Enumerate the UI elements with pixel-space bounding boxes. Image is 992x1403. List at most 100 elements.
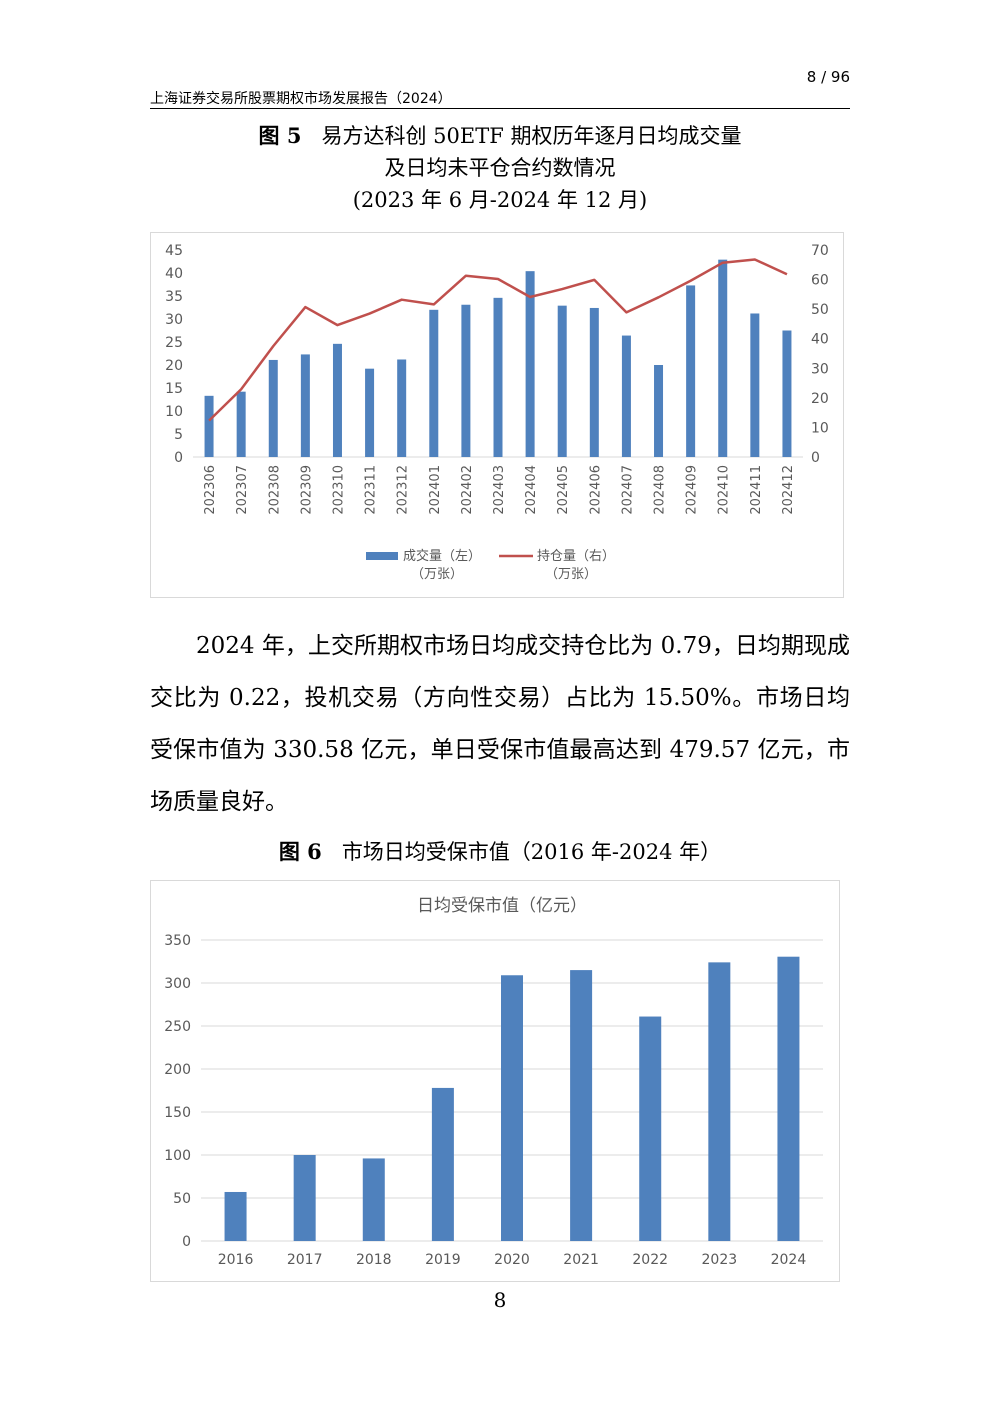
bar: [777, 956, 800, 1241]
figure5-title-line3: (2023 年 6 月-2024 年 12 月): [352, 188, 648, 212]
x-tick-label: 202405: [556, 465, 571, 515]
y-right-tick-label: 20: [811, 391, 829, 407]
legend-bar-label: 成交量（左）: [403, 548, 481, 564]
figure6-label: 图 6: [278, 839, 322, 864]
x-tick-label: 2018: [356, 1252, 392, 1268]
x-tick-label: 2022: [632, 1252, 668, 1268]
x-tick-label: 202411: [749, 465, 764, 515]
x-tick-label: 202402: [460, 465, 475, 515]
bar: [397, 359, 407, 457]
y-left-tick-label: 15: [165, 381, 183, 397]
figure5-chart-svg: 0 5 10 15 20 25 30 35 40 45 0 10 20 30 40 50 60 70 202306 2…: [165, 243, 829, 582]
y-tick-label: 250: [164, 1019, 191, 1035]
x-tick-label: 2024: [771, 1252, 807, 1268]
bar: [268, 359, 278, 457]
bar: [654, 365, 664, 457]
bar: [300, 354, 310, 457]
bar: [365, 368, 375, 457]
figure5-label: 图 5: [258, 123, 302, 148]
x-tick-label: 202403: [492, 465, 507, 515]
x-tick-label: 202409: [685, 465, 700, 515]
y-left-tick-label: 10: [165, 404, 183, 420]
bar: [570, 970, 593, 1241]
body-paragraph-text: 2024 年，上交所期权市场日均成交持仓比为 0.79，日均期现成交比为 0.2…: [150, 633, 850, 815]
y-right-tick-label: 70: [811, 243, 829, 259]
bar: [639, 1016, 662, 1241]
figure5-title-line2: 及日均未平仓合约数情况: [384, 156, 616, 180]
footer-page-number: 8: [493, 1288, 507, 1312]
bar: [362, 1158, 385, 1241]
x-tick-label: 2019: [425, 1252, 461, 1268]
x-tick-label: 2020: [494, 1252, 530, 1268]
chart-title: 日均受保市值（亿元）: [417, 896, 587, 916]
legend-bar-swatch: [366, 552, 398, 560]
bar: [293, 1155, 316, 1241]
report-header-title: 上海证券交易所股票期权市场发展报告（2024）: [150, 91, 452, 107]
figure5-caption: 图 5 易方达科创 50ETF 期权历年逐月日均成交量 及日均未平仓合约数情况 …: [150, 120, 850, 216]
y-right-tick-label: 0: [811, 450, 820, 466]
y-tick-label: 100: [164, 1148, 191, 1164]
y-right-tick-label: 40: [811, 332, 829, 348]
figure6-chart-svg: 日均受保市值（亿元） 0 50 100 150 200 250 300 350 2016 2017 2…: [164, 896, 823, 1268]
y-left-tick-label: 5: [174, 427, 183, 443]
x-tick-label: 202309: [299, 465, 314, 515]
x-tick-label: 202404: [524, 465, 539, 515]
y-right-tick-label: 10: [811, 420, 829, 436]
bar: [782, 330, 792, 457]
y-tick-label: 50: [173, 1191, 191, 1207]
bar: [686, 285, 696, 457]
body-paragraph: 2024 年，上交所期权市场日均成交持仓比为 0.79，日均期现成交比为 0.2…: [150, 620, 850, 828]
x-tick-label: 202407: [620, 465, 635, 515]
x-tick-label: 202312: [396, 465, 411, 515]
figure6-caption: 图 6 市场日均受保市值（2016 年-2024 年）: [150, 836, 850, 868]
bar: [224, 1191, 247, 1241]
y-left-tick-label: 0: [174, 450, 183, 466]
legend-line-unit: （万张）: [545, 567, 597, 582]
x-tick-label: 2016: [218, 1252, 254, 1268]
x-tick-label: 202408: [653, 465, 668, 515]
bar: [501, 975, 523, 1241]
y-tick-label: 350: [164, 933, 191, 949]
y-left-tick-label: 30: [165, 312, 183, 328]
y-tick-label: 0: [182, 1234, 191, 1250]
y-left-tick-label: 35: [165, 289, 183, 305]
bar: [204, 395, 214, 457]
bar: [621, 335, 631, 457]
x-tick-label: 202406: [588, 465, 603, 515]
x-tick-label: 202308: [267, 465, 282, 515]
x-tick-label: 2023: [702, 1252, 738, 1268]
bar: [236, 391, 246, 457]
page-indicator: 8 / 96: [806, 68, 850, 86]
y-right-tick-label: 50: [811, 302, 829, 318]
y-right-tick-label: 30: [811, 361, 829, 377]
bar: [461, 304, 471, 457]
bar: [557, 305, 567, 457]
bar: [718, 259, 728, 457]
legend-line-label: 持仓量（右）: [537, 549, 615, 564]
bar: [750, 313, 760, 457]
x-tick-label: 202311: [364, 465, 379, 515]
open-interest-line: [208, 258, 788, 422]
bar: [708, 962, 731, 1241]
bar: [589, 307, 599, 457]
figure6-title: 市场日均受保市值（2016 年-2024 年）: [341, 840, 722, 864]
legend-bar-unit: （万张）: [411, 567, 463, 582]
x-tick-label: 2021: [563, 1252, 599, 1268]
x-tick-label: 202307: [235, 465, 250, 515]
y-left-tick-label: 25: [165, 335, 183, 351]
y-tick-label: 200: [164, 1062, 191, 1078]
y-tick-label: 150: [164, 1105, 191, 1121]
x-tick-label: 202412: [781, 465, 796, 515]
bar: [493, 297, 503, 457]
y-tick-label: 300: [164, 976, 191, 992]
x-tick-label: 2017: [287, 1252, 323, 1268]
y-left-tick-label: 20: [165, 358, 183, 374]
y-left-tick-label: 45: [165, 243, 183, 259]
x-tick-label: 202310: [331, 465, 346, 515]
y-right-tick-label: 60: [811, 273, 829, 289]
bar: [431, 1087, 454, 1241]
y-left-tick-label: 40: [165, 266, 183, 282]
x-tick-label: 202401: [428, 465, 443, 515]
figure5-title-line1: 易方达科创 50ETF 期权历年逐月日均成交量: [321, 124, 742, 148]
figure5-chart: 0 5 10 15 20 25 30 35 40 45 0 10 20 30 40 50 60 70 202306 2…: [150, 232, 844, 598]
